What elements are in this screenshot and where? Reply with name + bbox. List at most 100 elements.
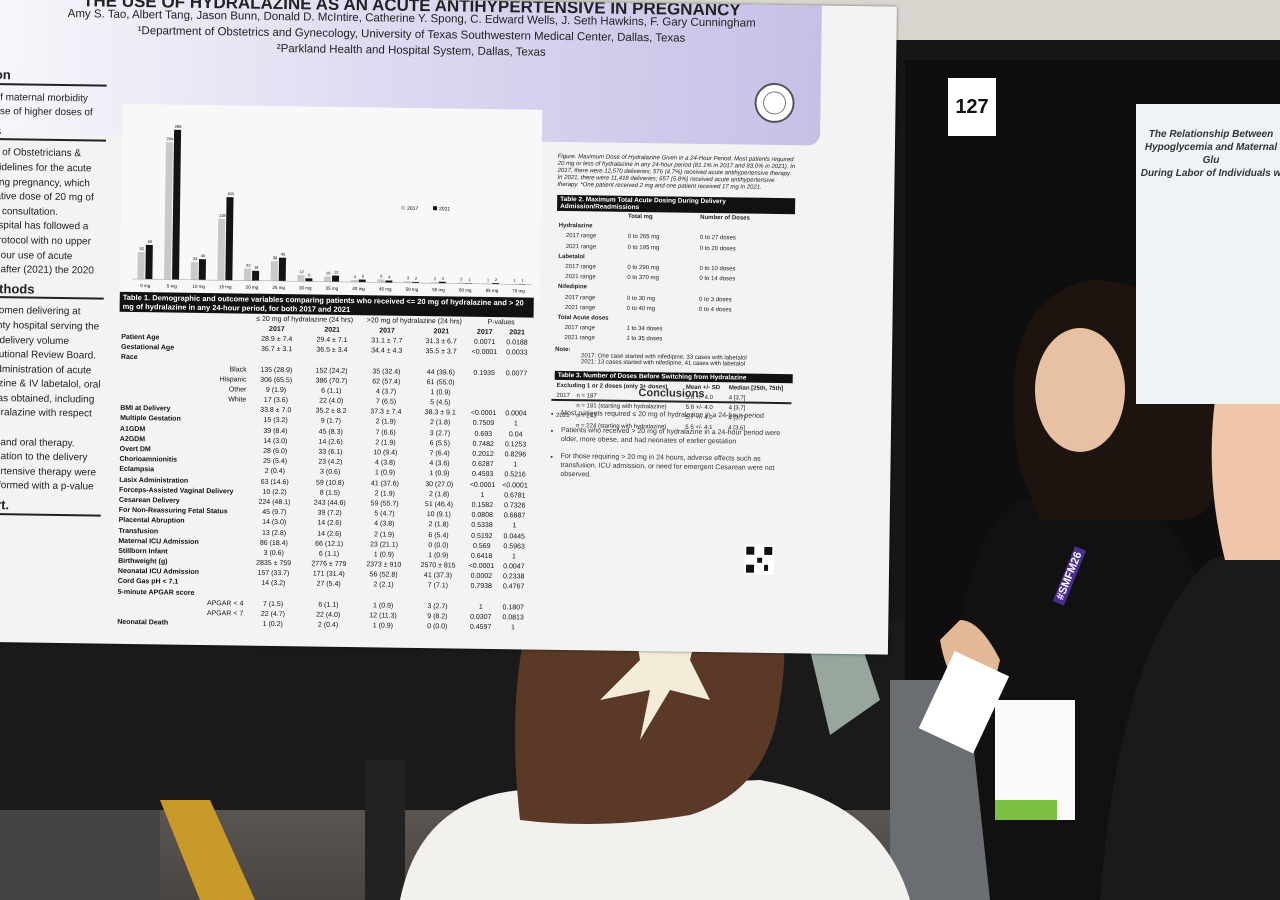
bar (172, 129, 182, 280)
table-cell: 6 (1.1) (318, 601, 339, 609)
bullet: For those requiring > 20 mg in 24 hours,… (560, 452, 790, 482)
table-cell: 0.0033 (506, 349, 528, 357)
table-cell: 10 (9.4) (373, 449, 398, 457)
section-heading: s (0, 123, 107, 142)
table-cell: 1 (0.9) (429, 470, 450, 478)
table-cell: 2373 ± 910 (366, 561, 402, 569)
x-tick-label: 70 mg (512, 288, 525, 293)
text-line: lative dose of 20 mg of (0, 191, 94, 204)
conclusions: Conclusions Most patients required ≤ 20 m… (550, 387, 792, 490)
table-cell: 0.7482 (472, 440, 494, 448)
x-tick-label: 10 mg (192, 284, 205, 289)
table-cell: 9 (1.7) (320, 418, 342, 426)
data-label: 1 (468, 277, 471, 282)
bar (244, 268, 252, 281)
data-label: 23 (246, 263, 251, 268)
x-tick-label: 35 mg (326, 286, 339, 291)
table-cell: 2 (1.9) (374, 530, 395, 539)
bar (297, 275, 305, 282)
table-cell: 0.5338 (471, 522, 493, 530)
bar (270, 261, 278, 282)
table-cell: 14 (3.2) (261, 580, 286, 588)
table-cell: 1 (511, 553, 516, 561)
text-line: uidelines for the acute (0, 162, 92, 175)
text-line: of maternal morbidity (0, 91, 89, 104)
chart-frame (119, 103, 543, 300)
table-cell: 45 (8.3) (318, 428, 343, 436)
poster: THE USE OF HYDRALAZINE AS AN ACUTE ANTIH… (0, 0, 897, 655)
text-line: pertensive therapy were (0, 465, 97, 479)
section-heading: Conclusions (551, 387, 792, 405)
table-cell: 12 (11.3) (369, 612, 397, 620)
table-cell: 30 (27.0) (425, 480, 454, 489)
table-cell: 0.1935 (473, 369, 495, 377)
board-number: 127 (948, 78, 996, 136)
bar (404, 281, 412, 283)
table-2: Total mg Number of Doses Hydralazine 2017 r… (555, 211, 795, 347)
x-tick-label: 60 mg (459, 288, 472, 293)
table-cell: 1 (513, 461, 518, 469)
data-label: 118 (219, 213, 226, 218)
table-cell: 0.04 (508, 430, 523, 439)
data-label: 12 (334, 270, 339, 275)
table-cell: 34.4 ± 4.3 (371, 347, 403, 355)
table-cell: 1 (513, 420, 518, 428)
table-cell: 0.0445 (503, 532, 526, 541)
table-cell: 0.7938 (470, 583, 492, 591)
table-cell: 31.3 ± 6.7 (425, 338, 457, 346)
table-cell: 41 (37.6) (370, 479, 399, 488)
table-cell: 1 (480, 491, 485, 499)
x-tick-label: 15 mg (219, 284, 232, 289)
table-cell: 0.1582 (471, 501, 494, 510)
text-line: unty hospital serving the (0, 319, 100, 333)
data-label: 6 (380, 273, 383, 278)
data-label: 288 (175, 124, 183, 129)
table-cell: 7 (7.1) (427, 582, 448, 590)
table-cell: 36.5 ± 3.4 (316, 346, 348, 355)
text-line: erformed with a p-value (0, 480, 94, 493)
table-cell: 1 (510, 624, 515, 632)
table-cell: 44 (39.6) (426, 368, 455, 377)
x-tick-label: 40 mg (352, 286, 365, 291)
table-cell: 56 (52.8) (369, 571, 398, 580)
table-cell: 0.0813 (502, 614, 524, 622)
data-label: 10 (326, 270, 331, 275)
neighbor-poster: The Relationship Between Hypoglycemia and… (1136, 104, 1280, 404)
table-cell: 0.5963 (503, 542, 525, 551)
table-cell: 0.2338 (502, 573, 525, 581)
bar (278, 257, 287, 282)
text-line: al and oral therapy. (0, 436, 75, 449)
bar (252, 270, 260, 281)
table-cell: 2 (0.4) (317, 621, 339, 630)
text-line: rt consultation. (0, 205, 59, 218)
bullet-list: Most patients required ≤ 20 mg of hydral… (550, 409, 791, 482)
table-cell: 2 (1.9) (375, 439, 396, 447)
bar (145, 244, 153, 280)
data-label: 1 (522, 278, 525, 283)
table-cell: 23 (21.1) (369, 541, 399, 549)
note-label: Note: (555, 347, 571, 354)
text-line: ring pregnancy, which (0, 176, 90, 189)
bar (385, 280, 393, 283)
table-cell: 0.569 (472, 542, 491, 550)
table-cell: 306 (65.5) (260, 376, 293, 384)
table-cell: 0.6781 (504, 491, 526, 500)
year-header: 2017 (379, 327, 395, 335)
table-cell: 1 to 35 doses (626, 336, 663, 343)
table-cell: 1 (0.9) (374, 469, 396, 478)
table-cell: <0.0001 (470, 410, 497, 418)
x-tick-label: 20 mg (246, 285, 259, 290)
data-label: 264 (167, 136, 175, 141)
bar (350, 279, 358, 283)
data-label: 6 (308, 272, 311, 277)
data-label: 66 (148, 239, 153, 244)
table-cell: 0.0307 (469, 613, 492, 622)
table-cell: 0.0808 (471, 511, 493, 520)
text-line: was obtained, including (0, 392, 95, 406)
table-cell: 0.4767 (502, 583, 525, 591)
table-note: Note: 2017: One case started with nifedip… (555, 347, 793, 368)
section-heading: on (0, 67, 107, 87)
text-line: use of higher doses of (0, 106, 93, 119)
table-cell: 1 (0.9) (428, 552, 449, 560)
section-heading: ethods (0, 281, 104, 300)
